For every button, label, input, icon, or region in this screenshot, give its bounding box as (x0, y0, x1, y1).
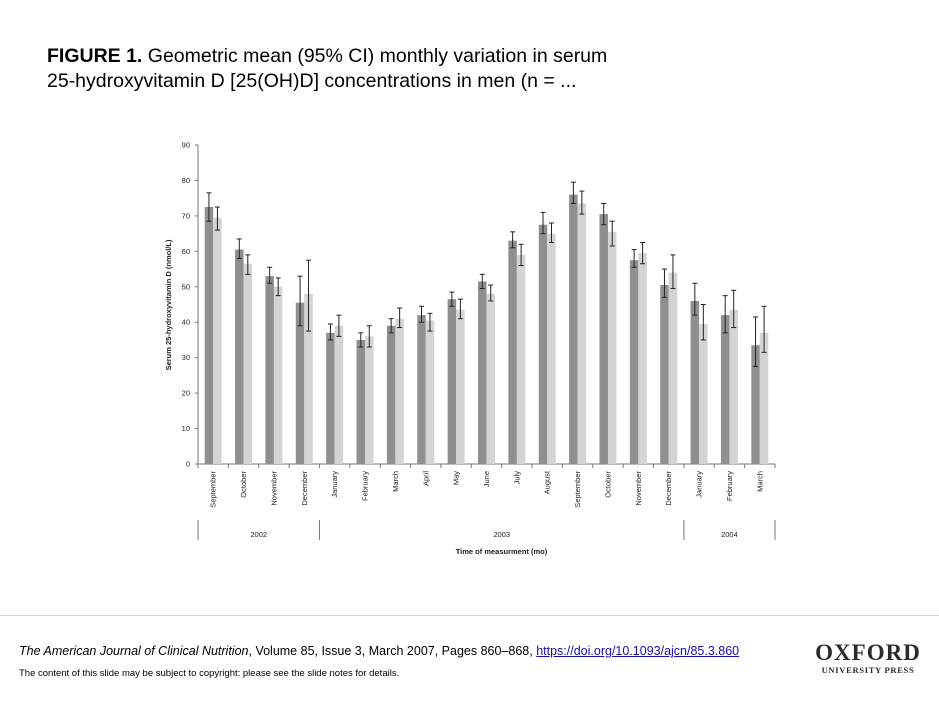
bar-2-september (213, 217, 222, 464)
doi-link[interactable]: https://doi.org/10.1093/ajcn/85.3.860 (536, 644, 740, 658)
bar-2-january (334, 325, 344, 464)
bar-2-november (638, 253, 647, 464)
bar-2-march (395, 318, 404, 464)
figure-label: FIGURE 1. (47, 45, 143, 67)
bar-1-november (265, 276, 274, 464)
bar-2-april (425, 320, 435, 464)
y-tick-label: 70 (182, 211, 190, 220)
x-tick-label: September (209, 470, 218, 507)
x-tick-label: March (391, 471, 400, 492)
publisher-name: OXFORD (815, 640, 921, 665)
footer-divider (0, 615, 939, 616)
citation: The American Journal of Clinical Nutriti… (19, 644, 739, 658)
x-tick-label: February (361, 471, 370, 501)
bar-1-december (295, 302, 305, 464)
bar-1-august (538, 224, 548, 464)
bar-1-january (326, 332, 335, 464)
bar-1-july (508, 240, 517, 464)
figure-caption-line1: Geometric mean (95% CI) monthly variatio… (142, 45, 608, 67)
x-tick-label: May (452, 471, 461, 485)
bar-1-may (447, 299, 457, 464)
x-tick-label: January (695, 471, 704, 498)
bar-1-november (629, 260, 639, 464)
x-tick-label: December (664, 471, 673, 506)
y-axis-label: Serum 25-hydroxyvitamin D (nmol/L) (164, 239, 173, 370)
journal-name: The American Journal of Clinical Nutriti… (19, 644, 249, 658)
x-tick-label: November (269, 471, 278, 506)
publisher-subtitle: UNIVERSITY PRESS (821, 665, 915, 675)
bar-1-january (690, 300, 700, 464)
bar-1-march (386, 325, 396, 464)
x-tick-label: October (239, 471, 248, 498)
x-tick-label: October (603, 471, 612, 498)
x-tick-label: June (482, 471, 491, 487)
year-label: 2002 (250, 530, 267, 539)
bar-1-october (599, 214, 608, 464)
x-tick-label: November (634, 471, 643, 506)
bar-1-december (660, 285, 669, 464)
citation-details: , Volume 85, Issue 3, March 2007, Pages … (248, 644, 537, 658)
bar-1-february (720, 315, 730, 464)
bar-2-december (668, 272, 678, 464)
copyright-notice: The content of this slide may be subject… (19, 668, 400, 679)
bar-1-october (235, 249, 244, 464)
bar-2-february (365, 336, 374, 464)
x-tick-label: April (421, 471, 430, 486)
x-axis-label: Time of measurment (mo) (456, 547, 548, 556)
bar-2-november (273, 286, 283, 464)
year-label: 2004 (721, 530, 738, 539)
x-tick-label: July (512, 471, 521, 485)
bar-2-february (729, 309, 738, 464)
bar-2-may (456, 309, 465, 464)
bar-2-march (759, 332, 769, 464)
y-tick-label: 50 (182, 282, 190, 291)
bar-2-october (243, 263, 253, 464)
x-tick-label: September (573, 470, 582, 507)
x-tick-label: December (300, 471, 309, 506)
bar-chart: 0 10 20 30 40 50 60 70 80 90 Serum 25-hydroxyvitam… (164, 141, 776, 556)
y-tick-label: 0 (186, 460, 190, 469)
bar-1-september (569, 194, 578, 464)
bar-1-june (478, 281, 487, 464)
y-tick-label: 60 (182, 247, 190, 256)
bar-2-january (699, 323, 708, 464)
bar-1-february (356, 339, 366, 464)
y-tick-label: 30 (182, 353, 190, 362)
x-tick-label: January (330, 471, 339, 498)
y-tick-label: 10 (182, 424, 190, 433)
y-tick-label: 90 (182, 141, 190, 150)
bar-2-december (304, 293, 313, 464)
x-tick-label: February (725, 471, 734, 501)
y-tick-label: 40 (182, 318, 190, 327)
year-label: 2003 (493, 530, 510, 539)
x-tick-label: August (543, 470, 552, 494)
bar-2-october (607, 231, 617, 464)
bar-2-september (577, 203, 587, 464)
figure-caption-line2: 25-hydroxyvitamin D [25(OH)D] concentrat… (47, 70, 577, 92)
bar-2-june (486, 293, 495, 464)
bar-1-april (417, 315, 426, 464)
bar-2-august (547, 233, 556, 464)
x-tick-label: March (755, 471, 764, 492)
y-tick-label: 80 (182, 176, 190, 185)
bar-2-july (516, 254, 526, 464)
publisher-logo: OXFORD UNIVERSITY PRESS (812, 640, 924, 676)
figure-title: FIGURE 1. Geometric mean (95% CI) monthl… (47, 44, 907, 94)
bar-1-march (751, 345, 760, 464)
y-tick-label: 20 (182, 389, 190, 398)
bar-1-september (204, 207, 214, 464)
